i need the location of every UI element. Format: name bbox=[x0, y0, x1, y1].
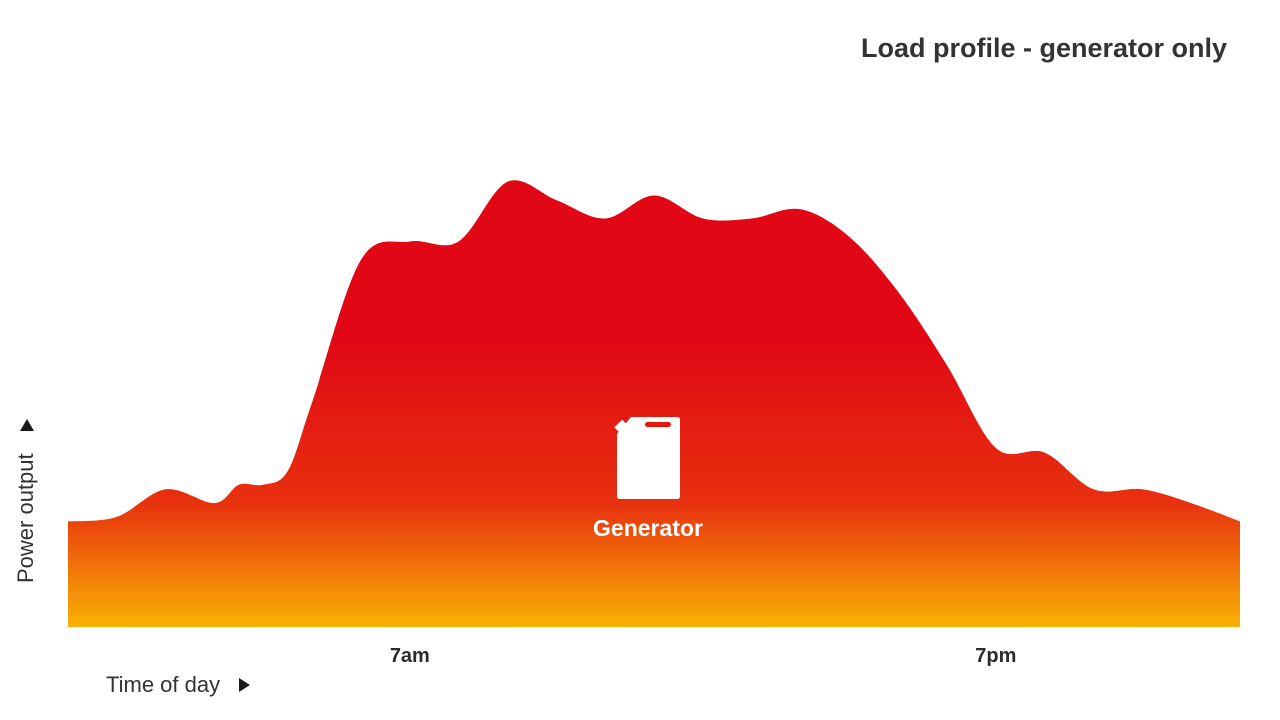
generator-area bbox=[68, 180, 1240, 627]
x-axis-label: Time of day bbox=[106, 672, 220, 697]
x-axis-arrow-icon bbox=[239, 678, 250, 692]
x-tick-label-7pm: 7pm bbox=[975, 645, 1016, 667]
chart-title: Load profile - generator only bbox=[860, 33, 1227, 63]
y-axis-label: Power output bbox=[13, 453, 38, 583]
series-label-generator: Generator bbox=[593, 515, 703, 541]
x-tick-label-7am: 7am bbox=[390, 645, 430, 667]
fuel-can-icon bbox=[614, 417, 680, 499]
y-axis-arrow-icon bbox=[20, 419, 34, 431]
